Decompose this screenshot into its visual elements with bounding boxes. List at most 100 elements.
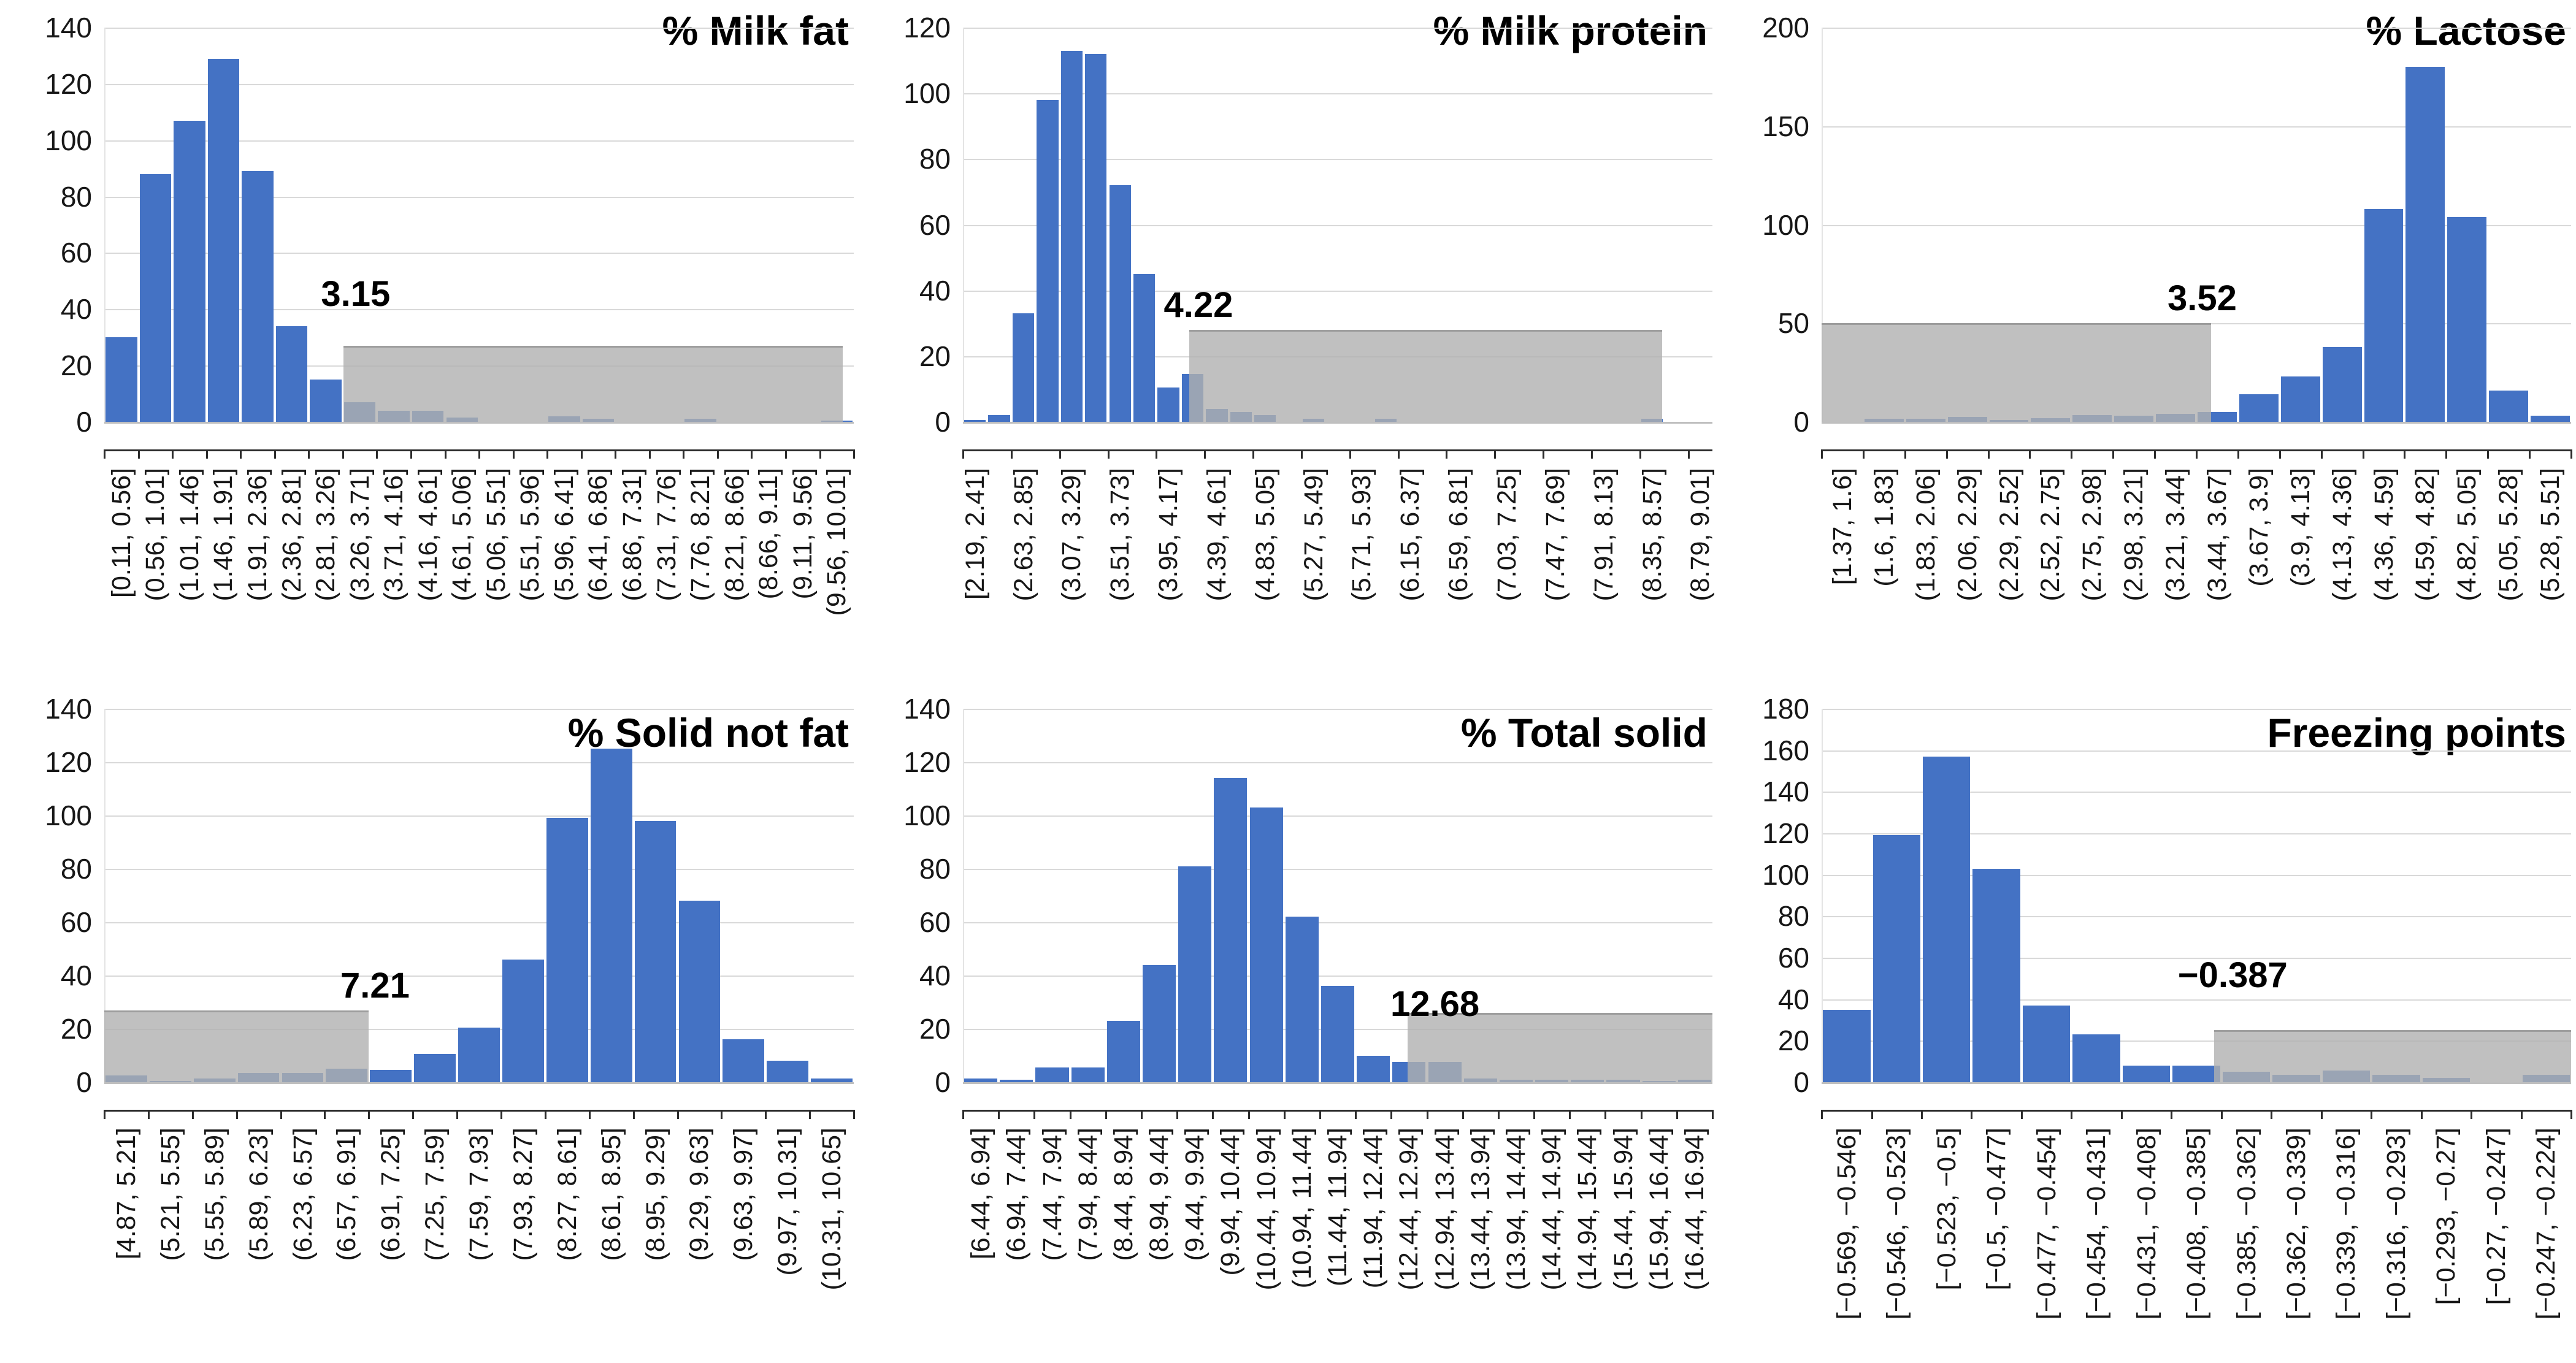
- x-tick: [1176, 1110, 1179, 1119]
- x-tick: [137, 449, 140, 459]
- x-tick: [2154, 449, 2156, 459]
- x-tick: [2196, 449, 2198, 459]
- x-axis-label: (7.93, 8.27]: [508, 1128, 538, 1261]
- x-tick: [1533, 1110, 1535, 1119]
- x-axis-label: (9.63, 9.97]: [729, 1128, 759, 1261]
- chart-title: Freezing points: [2267, 710, 2566, 755]
- x-axis-label: [2.19, 2.41]: [960, 468, 990, 600]
- x-tick: [2071, 449, 2073, 459]
- x-tick: [2220, 1110, 2223, 1119]
- x-tick: [2471, 1110, 2473, 1119]
- x-axis-label: (8.21, 8.66]: [719, 468, 749, 601]
- x-tick: [1676, 1110, 1678, 1119]
- y-axis-tick-label: 40: [919, 274, 951, 307]
- bar: [414, 1054, 456, 1082]
- x-tick: [853, 1110, 855, 1119]
- x-axis-label: (4.36, 4.59]: [2369, 468, 2399, 601]
- plot-left-border: [963, 28, 964, 422]
- x-tick: [104, 449, 105, 459]
- x-tick: [1920, 1110, 1923, 1119]
- x-axis-label: (2.52, 2.75]: [2036, 468, 2066, 601]
- y-axis-tick-label: 80: [919, 853, 951, 885]
- x-tick: [104, 1110, 105, 1119]
- x-axis-line: [963, 422, 1712, 424]
- y-axis-tick-label: 100: [903, 800, 951, 831]
- x-tick: [998, 1110, 1000, 1119]
- gridline: [1822, 916, 2571, 918]
- y-axis-tick-label: 60: [919, 906, 951, 938]
- chart-title: % Milk fat: [662, 8, 849, 53]
- x-axis-label: (7.31, 7.76]: [651, 468, 681, 601]
- bar: [678, 901, 721, 1082]
- plot-left-border: [104, 709, 105, 1082]
- x-tick: [1590, 449, 1593, 459]
- gridline: [963, 975, 1712, 977]
- y-axis-tick-label: 20: [919, 340, 951, 372]
- x-axis-label: (6.15, 6.37]: [1395, 468, 1425, 601]
- bar: [964, 420, 986, 422]
- x-tick: [172, 449, 174, 459]
- bar: [2122, 1065, 2171, 1082]
- x-axis-label: [−0.454, −0.431]: [2082, 1128, 2112, 1320]
- x-tick: [376, 449, 378, 459]
- x-axis-label: (5.27, 5.49]: [1298, 468, 1328, 601]
- x-tick: [1904, 449, 1906, 459]
- x-tick: [677, 1110, 679, 1119]
- bar: [1133, 273, 1156, 422]
- x-tick: [1355, 1110, 1357, 1119]
- x-tick: [280, 1110, 282, 1119]
- x-axis-label: (5.51, 5.96]: [515, 468, 545, 601]
- y-axis-tick-label: 100: [45, 124, 92, 156]
- bar: [370, 1070, 412, 1082]
- y-axis-tick-label: 140: [903, 693, 951, 725]
- x-axis-label: (2.63, 2.85]: [1008, 468, 1038, 601]
- highlight-band: [104, 1010, 369, 1084]
- bar: [2172, 1065, 2220, 1082]
- histogram-lactose: % Lactose 0 50 100 150 200 3.52 [1.37, 1.6] (1.…: [1717, 0, 2576, 682]
- x-axis-line: [1822, 1082, 2571, 1084]
- x-tick: [1604, 1110, 1607, 1119]
- x-axis-label: [−0.523, −0.5]: [1931, 1128, 1961, 1291]
- bar: [1873, 835, 1920, 1082]
- gridline: [1822, 958, 2571, 959]
- x-tick: [1059, 449, 1061, 459]
- gridline: [104, 922, 854, 923]
- x-axis-label: (8.44, 8.94]: [1108, 1128, 1138, 1261]
- x-tick: [648, 449, 651, 459]
- x-axis-label: (4.83, 5.05]: [1250, 468, 1280, 601]
- bar: [2322, 346, 2362, 422]
- x-tick: [1426, 1110, 1428, 1119]
- x-tick: [1543, 449, 1545, 459]
- x-tick: [2029, 449, 2031, 459]
- x-tick: [2362, 449, 2364, 459]
- x-axis-label: (2.81, 3.26]: [311, 468, 340, 601]
- x-tick: [721, 1110, 723, 1119]
- bar: [1060, 50, 1083, 422]
- bar: [2072, 1034, 2120, 1082]
- x-tick: [1349, 449, 1351, 459]
- x-axis-label: (15.44, 15.94]: [1608, 1128, 1638, 1291]
- x-tick: [2570, 1110, 2572, 1119]
- bar: [207, 58, 240, 422]
- x-axis-label: (10.31, 10.65]: [817, 1128, 847, 1291]
- x-axis-label: (15.94, 16.44]: [1644, 1128, 1674, 1291]
- x-axis-label: (8.79, 9.01]: [1685, 468, 1715, 601]
- x-tick: [2529, 449, 2531, 459]
- x-tick: [1971, 1110, 1973, 1119]
- x-tick: [1319, 1110, 1321, 1119]
- histogram-milk-protein: % Milk protein 0 20 40 60 80 100 120 4.22 [2.19,…: [859, 0, 1717, 682]
- x-axis-line: [1822, 422, 2571, 424]
- x-axis-label: (16.44, 16.94]: [1679, 1128, 1709, 1291]
- gridline: [104, 83, 854, 85]
- x-axis-label: (3.26, 3.71]: [345, 468, 375, 601]
- x-tick: [2279, 449, 2281, 459]
- x-axis-label: [−0.385, −0.362]: [2231, 1128, 2261, 1320]
- x-tick: [1390, 1110, 1393, 1119]
- x-axis-label: [−0.27, −0.247]: [2481, 1128, 2511, 1305]
- highlight-band: [1189, 330, 1663, 424]
- bar: [2239, 394, 2279, 422]
- y-axis-tick-label: 120: [45, 746, 92, 778]
- y-axis-tick-label: 20: [60, 1013, 92, 1045]
- bar: [1357, 1055, 1390, 1082]
- x-tick: [1141, 1110, 1143, 1119]
